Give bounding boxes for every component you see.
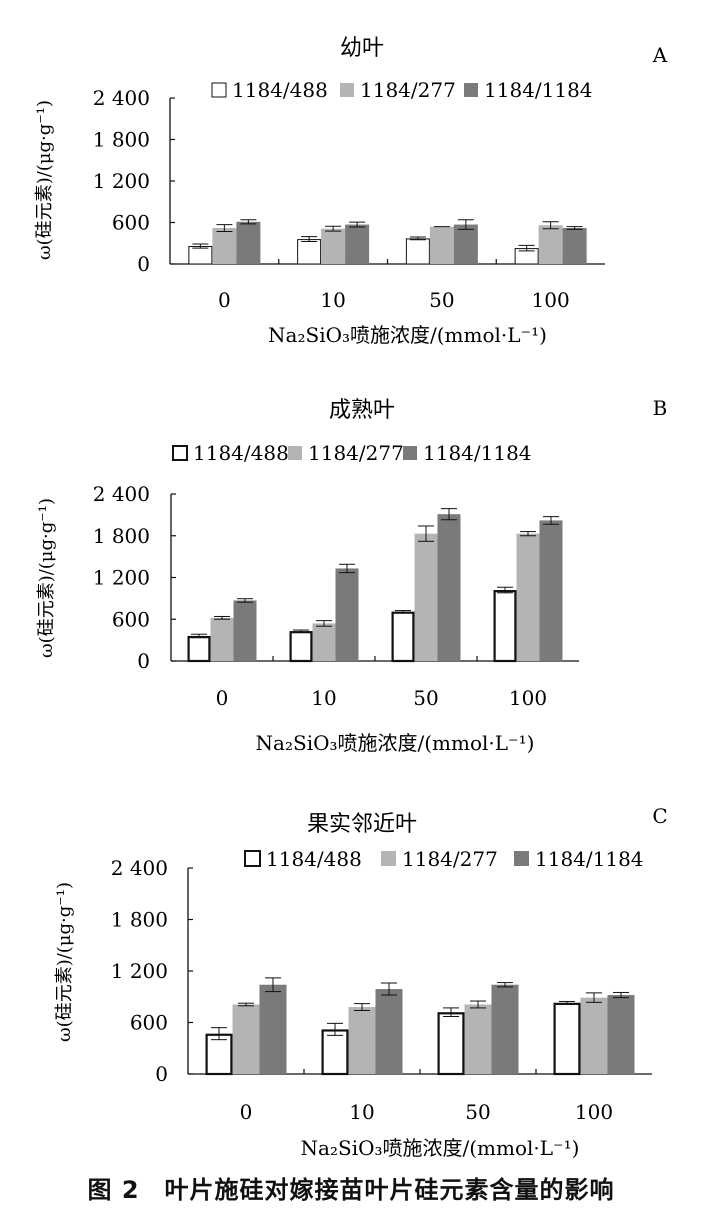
panel-a-label: A xyxy=(652,43,668,67)
panel-b-y-tick-label-1: 600 xyxy=(112,607,150,631)
panel-b-bar-2-10 xyxy=(312,623,336,661)
panel-a-bar-3-50 xyxy=(453,224,478,264)
panel-c-bar-1-100 xyxy=(553,1002,581,1076)
panel-a-legend-label-3: 1184/1184 xyxy=(484,78,593,102)
panel-a-legend-swatch-1 xyxy=(211,82,227,98)
panel-c-bar-3-50 xyxy=(491,984,519,1074)
panel-a-bar-1-0 xyxy=(188,246,213,265)
panel-a-x-tick-label-1: 10 xyxy=(320,288,345,312)
panel-b-y-tick-label-4: 2 400 xyxy=(93,482,150,506)
panel-a-bar-2-100 xyxy=(538,225,563,264)
panel-c-x-tick-label-0: 0 xyxy=(240,1100,253,1124)
panel-c-y-axis-label: ω(硅元素)/(μg·g⁻¹) xyxy=(54,882,75,1042)
panel-c-legend-label-1: 1184/488 xyxy=(266,847,362,871)
panel-b-y-tick-label-3: 1 800 xyxy=(93,524,150,548)
panel-b-x-tick-label-0: 0 xyxy=(216,686,229,710)
panel-b-legend-swatch-1 xyxy=(172,445,188,461)
panel-a-x-axis-label: Na₂SiO₃喷施浓度/(mmol·L⁻¹) xyxy=(268,323,547,347)
panel-b-label: B xyxy=(653,396,668,420)
panel-b-bar-3-100 xyxy=(539,520,563,661)
panel-c-bar-3-10 xyxy=(375,989,403,1074)
panel-a-y-tick-label-2: 1 200 xyxy=(93,169,150,193)
panel-a-bar-2-0 xyxy=(212,228,237,264)
panel-b-y-tick-label-0: 0 xyxy=(137,649,150,673)
panel-c-bar-1-0 xyxy=(205,1033,233,1076)
panel-b-legend-label-1: 1184/488 xyxy=(193,441,289,465)
panel-c-label: C xyxy=(652,804,667,828)
panel-c-bar-2-100 xyxy=(580,997,608,1074)
panel-a-bar-1-50 xyxy=(405,238,430,265)
panel-a-y-tick-label-1: 600 xyxy=(112,211,150,235)
panel-c-bar-2-0 xyxy=(232,1004,260,1074)
panel-b-x-axis-label: Na₂SiO₃喷施浓度/(mmol·L⁻¹) xyxy=(256,731,535,755)
panel-a-x-tick-label-2: 50 xyxy=(429,288,454,312)
panel-c-bar-1-10 xyxy=(321,1029,349,1076)
panel-b-y-tick-label-2: 1 200 xyxy=(93,566,150,590)
panel-c-x-axis-label: Na₂SiO₃喷施浓度/(mmol·L⁻¹) xyxy=(301,1136,580,1160)
panel-c-bar-2-50 xyxy=(464,1004,492,1074)
panel-b-bar-3-10 xyxy=(335,568,359,661)
panel-a-bar-3-0 xyxy=(236,221,261,264)
panel-c-legend-swatch-2 xyxy=(381,851,396,866)
panel-b-legend-label-3: 1184/1184 xyxy=(423,441,532,465)
panel-a-bar-1-10 xyxy=(297,239,322,265)
panel-b-bar-3-50 xyxy=(437,514,461,661)
panel-b-bar-1-50 xyxy=(391,611,415,663)
panel-a-bar-3-10 xyxy=(345,224,370,264)
panel-a-y-tick-label-4: 2 400 xyxy=(93,86,150,110)
panel-c-y-tick-label-4: 2 400 xyxy=(111,856,168,880)
panel-a-x-tick-label-3: 100 xyxy=(532,288,570,312)
panel-b-x-tick-label-3: 100 xyxy=(509,686,547,710)
panel-a-legend-label-1: 1184/488 xyxy=(232,78,328,102)
panel-c-y-tick-label-0: 0 xyxy=(155,1062,168,1086)
panel-b-y-axis-label: ω(硅元素)/(μg·g⁻¹) xyxy=(36,498,57,658)
panel-b-bar-1-0 xyxy=(187,635,211,663)
panel-a-legend-label-2: 1184/277 xyxy=(360,78,456,102)
panel-b-legend-swatch-3 xyxy=(403,446,417,460)
panel-a-legend-swatch-3 xyxy=(464,83,478,97)
panel-a-y-tick-label-0: 0 xyxy=(137,252,150,276)
panel-b-legend-label-2: 1184/277 xyxy=(308,441,404,465)
panel-a-legend-swatch-2 xyxy=(340,83,354,97)
panel-c-x-tick-label-3: 100 xyxy=(575,1100,613,1124)
panel-a-bar-2-50 xyxy=(429,226,454,264)
panel-a-x-tick-label-0: 0 xyxy=(218,288,231,312)
panel-a-bar-3-100 xyxy=(562,228,587,264)
panel-c-bar-3-0 xyxy=(259,984,287,1074)
panel-c-x-tick-label-1: 10 xyxy=(349,1100,374,1124)
panel-b-bar-2-50 xyxy=(414,533,438,661)
panel-b-bar-1-10 xyxy=(289,631,313,663)
panel-b-x-tick-label-1: 10 xyxy=(311,686,336,710)
panel-c-title: 果实邻近叶 xyxy=(307,812,417,837)
panel-b-bar-2-100 xyxy=(516,533,540,661)
panel-b-x-tick-label-2: 50 xyxy=(413,686,438,710)
panel-c-bar-3-100 xyxy=(607,995,635,1074)
panel-a-title: 幼叶 xyxy=(340,36,384,61)
panel-b-title: 成熟叶 xyxy=(329,398,395,423)
panel-c-x-tick-label-2: 50 xyxy=(465,1100,490,1124)
panel-c-y-tick-label-1: 600 xyxy=(130,1011,168,1035)
panel-c-legend-swatch-1 xyxy=(244,850,261,867)
panel-a-y-tick-label-3: 1 800 xyxy=(93,128,150,152)
panel-a-y-axis-label: ω(硅元素)/(μg·g⁻¹) xyxy=(34,100,55,260)
panel-a-bar-2-10 xyxy=(321,228,346,264)
panel-b-legend-swatch-2 xyxy=(288,446,302,460)
panel-c-bar-1-50 xyxy=(437,1012,465,1076)
panel-b-bar-2-0 xyxy=(210,617,234,661)
panel-c-legend-label-2: 1184/277 xyxy=(402,847,498,871)
panel-c-bar-2-10 xyxy=(348,1007,376,1074)
panel-b-bar-1-100 xyxy=(493,590,517,663)
chart-canvas: 幼叶 A 1184/488 1184/277 1184/1184 0 600 1 200 1 8… xyxy=(34,36,668,1160)
panel-c-legend-swatch-3 xyxy=(514,851,529,866)
figure-caption: 图 2 叶片施硅对嫁接苗叶片硅元素含量的影响 xyxy=(87,1176,615,1204)
panel-c-y-tick-label-2: 1 200 xyxy=(111,959,168,983)
panel-b-bar-3-0 xyxy=(233,600,257,661)
panel-c-legend-label-3: 1184/1184 xyxy=(535,847,644,871)
panel-c-y-tick-label-3: 1 800 xyxy=(111,908,168,932)
